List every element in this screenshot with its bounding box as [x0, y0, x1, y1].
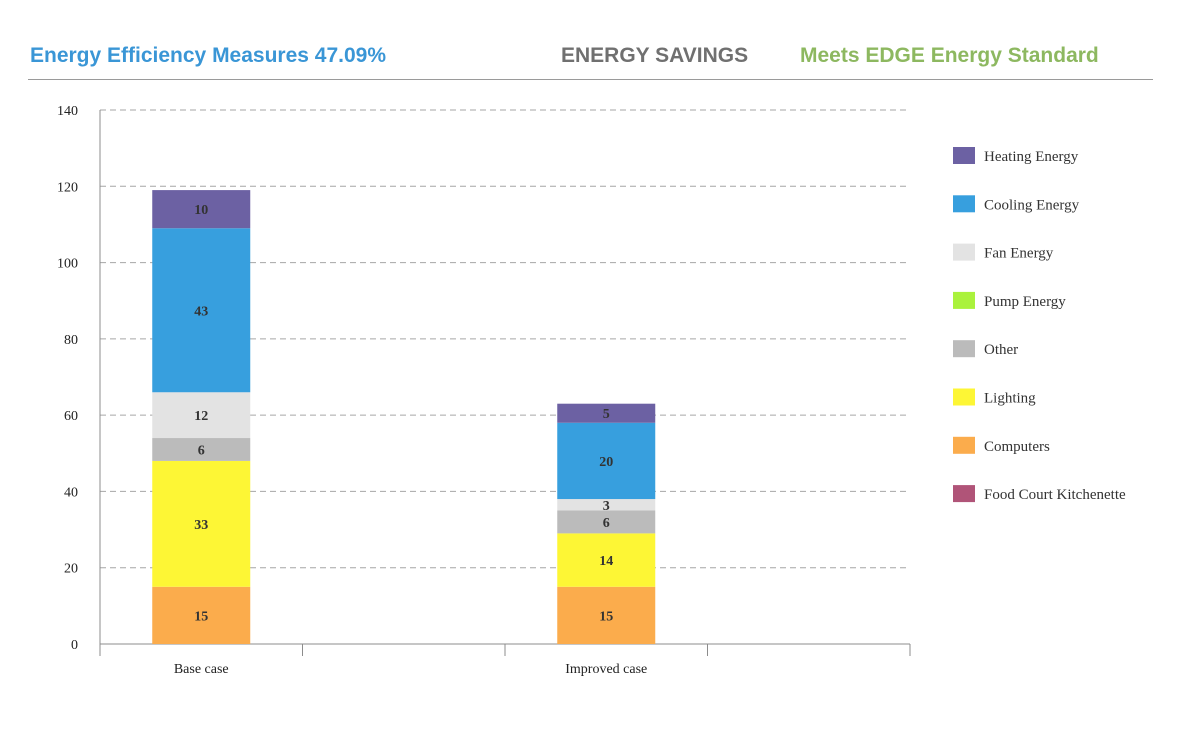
data-label-base-case-lighting: 33	[194, 518, 208, 533]
bar-base-case-other	[152, 438, 251, 461]
header-divider	[28, 79, 1153, 80]
bar-base-case-fan-energy	[152, 392, 251, 439]
y-tick-label-60: 60	[64, 409, 78, 424]
data-label-improved-case-cooling-energy: 20	[599, 455, 613, 470]
data-label-base-case-computers: 15	[194, 609, 208, 624]
x-category-label-base-case: Base case	[174, 662, 229, 677]
edge-standard-label: Meets EDGE Energy Standard	[800, 44, 1099, 67]
legend-label-lighting: Lighting	[984, 391, 1036, 407]
y-tick-label-140: 140	[57, 104, 78, 119]
legend-swatch-lighting	[953, 388, 975, 406]
legend-label-heating-energy: Heating Energy	[984, 149, 1079, 165]
legend-label-computers: Computers	[984, 439, 1050, 455]
legend-swatch-computers	[953, 436, 975, 454]
legend-swatch-other	[953, 340, 975, 358]
bar-improved-case-cooling-energy	[557, 422, 656, 500]
legend-swatch-heating-energy	[953, 147, 975, 164]
y-tick-label-0: 0	[71, 638, 78, 653]
legend-label-pump-energy: Pump Energy	[984, 294, 1066, 310]
legend-label-other: Other	[984, 342, 1018, 358]
bar-improved-case-computers	[557, 586, 656, 644]
data-label-base-case-other: 6	[198, 443, 205, 458]
bar-base-case-lighting	[152, 460, 251, 587]
data-label-improved-case-computers: 15	[599, 609, 613, 624]
data-label-improved-case-heating-energy: 5	[603, 407, 610, 422]
bar-improved-case-other	[557, 510, 656, 534]
legend-label-cooling-energy: Cooling Energy	[984, 197, 1080, 213]
y-tick-label-100: 100	[57, 257, 78, 272]
data-label-base-case-fan-energy: 12	[194, 409, 208, 424]
y-tick-label-80: 80	[64, 333, 78, 348]
bar-base-case-cooling-energy	[152, 228, 251, 393]
bar-base-case-heating-energy	[152, 190, 251, 229]
bar-improved-case-fan-energy	[557, 499, 656, 511]
legend-swatch-pump-energy	[953, 291, 975, 309]
legend-swatch-food-court-kitchenette	[953, 485, 975, 503]
energy-efficiency-measures-label: Energy Efficiency Measures 47.09%	[30, 44, 387, 67]
data-label-improved-case-fan-energy: 3	[603, 499, 610, 514]
data-label-base-case-cooling-energy: 43	[194, 304, 208, 319]
energy-savings-title: ENERGY SAVINGS	[561, 44, 749, 67]
bar-improved-case-heating-energy	[557, 403, 656, 423]
legend-label-fan-energy: Fan Energy	[984, 246, 1054, 262]
data-label-base-case-heating-energy: 10	[194, 203, 208, 218]
legend-label-food-court-kitchenette: Food Court Kitchenette	[984, 487, 1126, 503]
legend-swatch-cooling-energy	[953, 195, 975, 213]
y-tick-label-40: 40	[64, 485, 78, 500]
y-tick-label-20: 20	[64, 562, 78, 577]
bar-base-case-computers	[152, 586, 251, 644]
y-tick-label-120: 120	[57, 180, 78, 195]
data-label-improved-case-other: 6	[603, 516, 610, 531]
bar-improved-case-lighting	[557, 533, 656, 587]
x-category-label-improved-case: Improved case	[565, 662, 647, 677]
data-label-improved-case-lighting: 14	[599, 554, 613, 569]
legend-swatch-fan-energy	[953, 243, 975, 261]
header-bar: Energy Efficiency Measures 47.09% ENERGY…	[0, 40, 1200, 80]
